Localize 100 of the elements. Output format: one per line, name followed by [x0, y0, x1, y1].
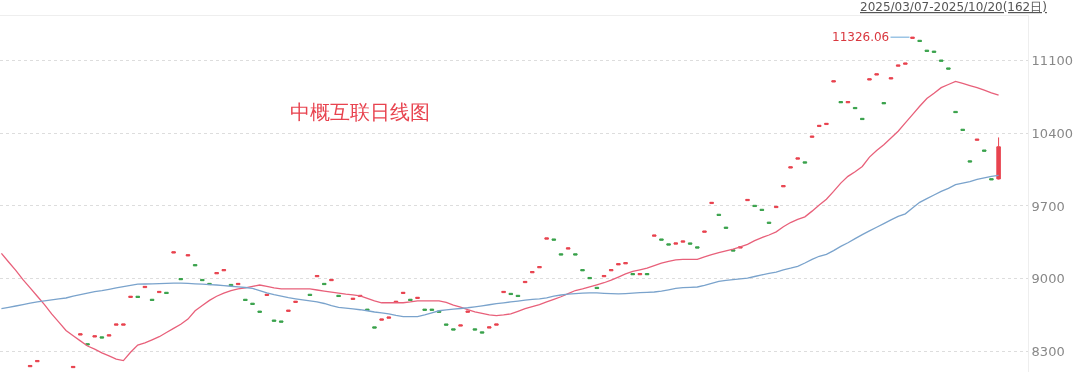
candlestick — [651, 234, 657, 237]
candlestick — [802, 161, 808, 164]
candlestick — [551, 238, 557, 241]
candlestick — [709, 201, 714, 205]
candlestick — [336, 294, 341, 298]
candlestick — [486, 326, 492, 329]
candlestick — [157, 290, 162, 294]
candlestick — [537, 266, 542, 269]
line-series — [0, 174, 1000, 318]
candlestick — [673, 242, 679, 245]
candlestick — [781, 185, 786, 188]
candlestick — [752, 204, 757, 208]
candlestick — [99, 336, 105, 339]
candlestick — [687, 242, 693, 245]
candlestick — [415, 296, 420, 300]
candlestick — [695, 246, 700, 249]
candlestick — [408, 298, 413, 301]
candlestick — [788, 166, 793, 169]
candlestick — [178, 277, 184, 281]
candlestick — [128, 295, 133, 298]
annotation: 11326.06 — [832, 30, 890, 44]
text: 2025/03/07-2025/10/20(162日) — [860, 0, 1047, 14]
candlestick — [608, 269, 614, 272]
candlestick — [895, 64, 901, 67]
candlestick — [171, 251, 176, 254]
candlestick — [372, 326, 377, 329]
candlestick — [92, 335, 97, 338]
candlestick — [580, 269, 585, 272]
candlestick — [27, 364, 33, 368]
candlestick — [221, 269, 227, 272]
y-tick-label: 9000 — [1031, 271, 1065, 287]
candlestick — [874, 73, 879, 76]
candlestick — [616, 263, 621, 266]
candlestick — [867, 78, 872, 81]
candlestick — [135, 295, 140, 298]
candlestick — [766, 221, 772, 224]
candlestick — [530, 271, 535, 274]
candlestick — [716, 213, 722, 216]
candlestick — [164, 291, 169, 295]
candlestick — [967, 160, 973, 163]
candlestick — [910, 36, 915, 39]
candlestick — [903, 62, 908, 65]
candlestick — [745, 198, 750, 202]
candlestick — [451, 328, 456, 331]
candlestick — [479, 331, 485, 334]
candlestick — [630, 273, 635, 276]
candlestick — [838, 101, 844, 104]
line-series — [0, 80, 1000, 362]
candlestick — [214, 272, 219, 275]
candlestick — [960, 128, 965, 131]
candlestick — [852, 106, 858, 110]
y-tick-label: 9700 — [1031, 198, 1065, 214]
candlestick — [85, 343, 90, 346]
candlestick — [286, 309, 291, 312]
candlestick — [78, 333, 83, 336]
candlestick — [329, 278, 334, 282]
candlestick — [35, 359, 40, 363]
candlestick — [981, 149, 987, 152]
candlestick — [472, 328, 478, 331]
candlestick — [544, 237, 549, 240]
candlestick — [429, 308, 435, 311]
candlestick — [508, 292, 514, 296]
candlestick — [723, 226, 729, 229]
candlestick — [773, 205, 779, 209]
candlestick — [587, 276, 592, 280]
candlestick — [558, 253, 564, 256]
candlestick — [386, 316, 392, 319]
candlestick — [501, 290, 506, 294]
candlestick — [271, 319, 277, 322]
candlestick — [881, 102, 887, 105]
candlestick — [522, 280, 528, 284]
candlestick — [494, 323, 499, 326]
candlestick — [185, 254, 191, 257]
candlestick — [759, 208, 765, 211]
candlestick — [293, 300, 298, 303]
text: 中概互联日线图 — [290, 100, 430, 124]
candlestick — [422, 308, 427, 311]
candlestick — [121, 323, 126, 326]
candlestick — [702, 230, 707, 233]
y-tick-label: 11100 — [1031, 53, 1073, 69]
candlestick — [809, 135, 815, 138]
candlestick — [946, 67, 951, 70]
candlestick — [824, 122, 829, 126]
y-tick-label: 8300 — [1031, 343, 1065, 359]
candlestick — [573, 253, 578, 256]
candlestick — [924, 49, 930, 52]
candlestick — [831, 80, 836, 83]
candlestick — [730, 249, 736, 252]
candlestick — [917, 39, 922, 43]
candlestick — [379, 318, 384, 321]
candlestick — [70, 365, 76, 369]
candlestick — [200, 278, 205, 282]
candlestick — [106, 334, 112, 337]
candlestick — [816, 124, 822, 128]
y-tick-label: 10400 — [1031, 125, 1073, 141]
candlestick — [888, 77, 894, 80]
candlestick — [989, 178, 994, 181]
candlestick — [637, 273, 643, 276]
candlestick — [322, 282, 327, 286]
candlestick — [623, 262, 628, 265]
